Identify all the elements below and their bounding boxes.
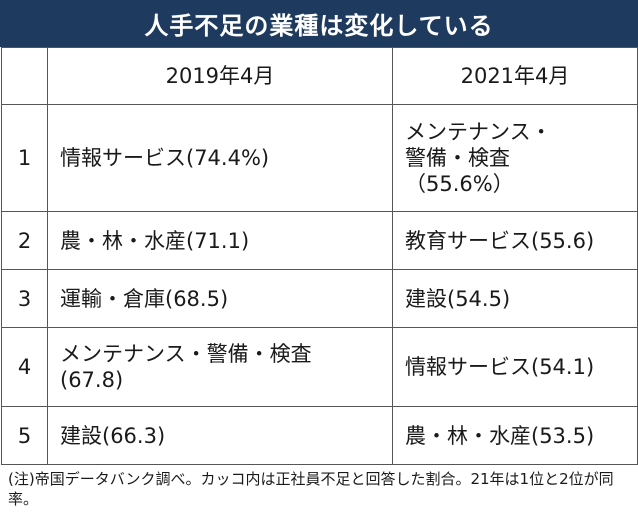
header-row: 2019年4月 2021年4月 <box>1 47 638 105</box>
cell-2019: 建設(66.3) <box>47 406 393 465</box>
cell-2021-text: 情報サービス(54.1) <box>405 355 595 379</box>
footnote-label: (注) <box>8 470 35 488</box>
cell-2019: 運輸・倉庫(68.5) <box>47 269 393 328</box>
cell-2019: メンテナンス・警備・検査 (67.8) <box>47 327 393 407</box>
cell-2019-text: 農・林・水産(71.1) <box>60 228 250 253</box>
ranking-table: 2019年4月 2021年4月 1 情報サービス(74.4%) メンテナンス・ … <box>1 47 638 465</box>
cell-2019: 農・林・水産(71.1) <box>47 211 393 270</box>
cell-2021: 情報サービス(54.1) <box>392 327 638 407</box>
cell-2019: 情報サービス(74.4%) <box>47 104 393 212</box>
cell-2021: 教育サービス(55.6) <box>392 211 638 270</box>
cell-2019-text: 情報サービス(74.4%) <box>60 146 270 170</box>
table-row: 5 建設(66.3) 農・林・水産(53.5) <box>1 406 638 465</box>
cell-2021: 建設(54.5) <box>392 269 638 328</box>
table-row: 3 運輸・倉庫(68.5) 建設(54.5) <box>1 269 638 328</box>
rank-cell: 2 <box>1 211 48 270</box>
table-title: 人手不足の業種は変化している <box>0 0 638 47</box>
header-rank <box>1 47 48 105</box>
table-row: 2 農・林・水産(71.1) 教育サービス(55.6) <box>1 211 638 270</box>
cell-2021-text: 建設(54.5) <box>405 286 511 311</box>
cell-2021: 農・林・水産(53.5) <box>392 406 638 465</box>
header-2019: 2019年4月 <box>47 47 393 105</box>
rank-cell: 4 <box>1 327 48 407</box>
cell-2021: メンテナンス・ 警備・検査 （55.6%） <box>392 104 638 212</box>
header-2021: 2021年4月 <box>392 47 638 105</box>
table-row: 1 情報サービス(74.4%) メンテナンス・ 警備・検査 （55.6%） <box>1 104 638 212</box>
rank-cell: 1 <box>1 104 48 212</box>
rank-cell: 5 <box>1 406 48 465</box>
cell-2019-text: 運輸・倉庫(68.5) <box>60 286 229 311</box>
cell-2021-text: 農・林・水産(53.5) <box>405 423 595 448</box>
footnote-text: 帝国データバンク調べ。カッコ内は正社員不足と回答した割合。21年は1位と2位が同… <box>8 470 614 508</box>
cell-2019-text: メンテナンス・警備・検査 (67.8) <box>60 342 312 392</box>
cell-2021-text: メンテナンス・ 警備・検査 （55.6%） <box>405 120 552 196</box>
footnote: (注)帝国データバンク調べ。カッコ内は正社員不足と回答した割合。21年は1位と2… <box>8 469 630 509</box>
table-row: 4 メンテナンス・警備・検査 (67.8) 情報サービス(54.1) <box>1 327 638 407</box>
cell-2021-text: 教育サービス(55.6) <box>405 228 595 253</box>
cell-2019-text: 建設(66.3) <box>60 423 166 448</box>
rank-cell: 3 <box>1 269 48 328</box>
